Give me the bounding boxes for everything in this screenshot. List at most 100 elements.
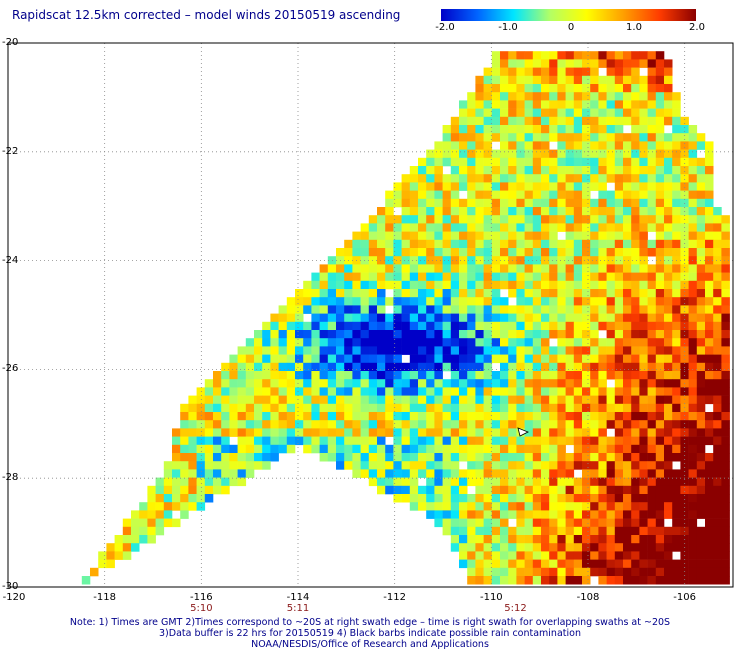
wind-cell [352, 379, 361, 388]
wind-cell [393, 248, 402, 257]
wind-cell [516, 166, 525, 175]
wind-cell [549, 84, 558, 93]
wind-cell [623, 289, 632, 298]
wind-cell [286, 321, 296, 331]
wind-cell [532, 67, 542, 77]
wind-cell [573, 346, 583, 355]
wind-cell [688, 289, 698, 298]
wind-cell [516, 444, 525, 454]
wind-cell [368, 412, 378, 421]
wind-cell [623, 223, 632, 232]
wind-cell [516, 330, 525, 339]
wind-cell [688, 338, 698, 347]
wind-cell [565, 338, 575, 347]
wind-cell [475, 133, 484, 142]
wind-cell [573, 354, 583, 364]
wind-cell [467, 157, 476, 167]
wind-cell [336, 313, 345, 323]
wind-cell [598, 207, 607, 216]
wind-cell [672, 297, 681, 306]
wind-cell [229, 403, 238, 413]
wind-cell [524, 223, 534, 232]
wind-cell [565, 371, 575, 380]
wind-cell [582, 157, 591, 167]
wind-cell [582, 108, 591, 118]
wind-cell [508, 403, 517, 413]
wind-cell [344, 420, 353, 429]
wind-cell [352, 313, 361, 323]
wind-cell [524, 84, 534, 93]
wind-cell [713, 371, 722, 380]
wind-cell [516, 412, 525, 421]
wind-cell [426, 256, 435, 265]
wind-cell [582, 239, 591, 249]
wind-cell [385, 190, 394, 200]
wind-cell [508, 576, 517, 585]
wind-cell [664, 289, 673, 298]
wind-cell [459, 330, 468, 339]
wind-cell [459, 157, 468, 167]
wind-cell [680, 567, 689, 577]
wind-cell [475, 215, 484, 224]
wind-cell [688, 436, 698, 446]
wind-cell [327, 362, 337, 372]
wind-cell [196, 502, 206, 511]
wind-cell [532, 461, 542, 470]
wind-cell [368, 305, 378, 314]
wind-cell [721, 403, 730, 413]
wind-cell [434, 444, 443, 454]
wind-cell [237, 395, 247, 405]
wind-cell [377, 272, 386, 282]
wind-cell [311, 321, 320, 331]
wind-cell [459, 305, 468, 314]
wind-cell [450, 182, 460, 191]
wind-cell [483, 494, 493, 503]
wind-cell [582, 59, 591, 68]
wind-cell [623, 444, 632, 454]
wind-cell [606, 510, 616, 519]
wind-cell [631, 182, 640, 191]
wind-cell [573, 502, 583, 511]
wind-cell [360, 223, 370, 232]
wind-cell [713, 567, 722, 577]
wind-cell [557, 403, 566, 413]
wind-cell [221, 444, 230, 454]
wind-cell [245, 362, 255, 372]
wind-cell [491, 207, 501, 216]
wind-cell [196, 461, 206, 470]
wind-cell [508, 338, 517, 347]
wind-cell [557, 436, 566, 446]
wind-cell [426, 280, 435, 290]
wind-cell [434, 485, 443, 495]
wind-cell [688, 321, 698, 331]
wind-cell [672, 362, 681, 372]
wind-cell [639, 190, 648, 200]
wind-cell [590, 436, 599, 446]
wind-cell [549, 59, 558, 68]
wind-cell [541, 207, 550, 216]
wind-cell [655, 248, 665, 257]
wind-cell [213, 387, 222, 396]
wind-cell [434, 272, 443, 282]
wind-cell [549, 75, 558, 85]
wind-cell [541, 469, 550, 478]
wind-cell [491, 313, 501, 323]
wind-cell [565, 567, 575, 577]
wind-cell [516, 387, 525, 396]
wind-cell [606, 477, 616, 487]
wind-cell [623, 59, 632, 68]
wind-cell [483, 67, 493, 77]
wind-cell [360, 313, 370, 323]
wind-cell [377, 354, 386, 364]
wind-cell [631, 264, 640, 273]
wind-cell [532, 182, 542, 191]
wind-cell [680, 272, 689, 282]
wind-cell [614, 395, 624, 405]
wind-cell [245, 436, 255, 446]
wind-cell [426, 420, 435, 429]
wind-cell [393, 412, 402, 421]
wind-cell [491, 469, 501, 478]
wind-cell [655, 346, 665, 355]
wind-cell [647, 141, 657, 150]
wind-cell [672, 125, 681, 134]
